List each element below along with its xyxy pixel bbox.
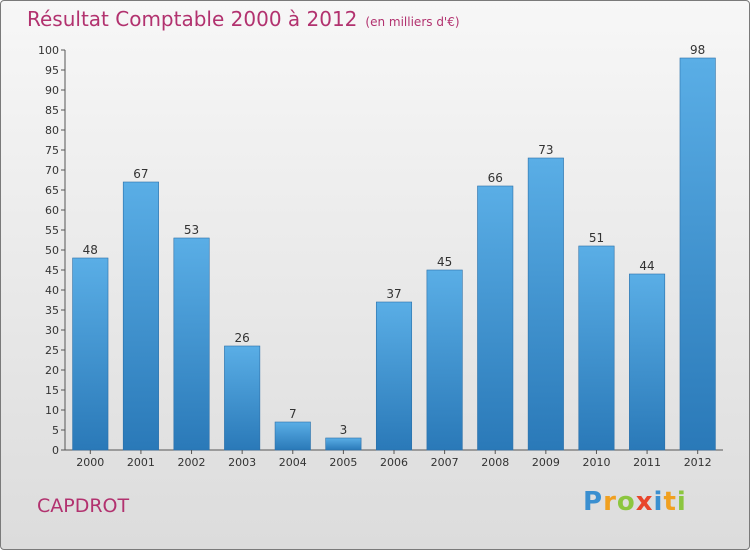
bar bbox=[224, 345, 261, 451]
bar bbox=[679, 57, 716, 451]
y-tick-label: 55 bbox=[45, 224, 59, 237]
logo-letter: i bbox=[653, 487, 664, 517]
bar bbox=[325, 437, 362, 451]
bar bbox=[173, 237, 210, 451]
y-tick-label: 65 bbox=[45, 184, 59, 197]
bar bbox=[578, 245, 615, 451]
bar-value-label: 45 bbox=[437, 255, 452, 269]
logo-letter: o bbox=[616, 487, 636, 517]
y-tick-label: 35 bbox=[45, 304, 59, 317]
x-tick-label: 2000 bbox=[76, 456, 104, 469]
bar-value-label: 26 bbox=[235, 331, 250, 345]
y-tick-label: 5 bbox=[52, 424, 59, 437]
bar-value-label: 37 bbox=[386, 287, 401, 301]
x-tick-label: 2004 bbox=[279, 456, 307, 469]
x-tick-label: 2003 bbox=[228, 456, 256, 469]
x-tick-label: 2007 bbox=[431, 456, 459, 469]
proxiti-logo: Proxiti bbox=[583, 487, 687, 517]
logo-letter: P bbox=[583, 487, 604, 517]
logo-letter: x bbox=[635, 487, 654, 517]
bar-value-label: 66 bbox=[488, 171, 503, 185]
commune-name: CAPDROT bbox=[37, 495, 130, 517]
y-tick-label: 30 bbox=[45, 324, 59, 337]
chart-subtitle: (en milliers d'€) bbox=[365, 15, 460, 29]
y-tick-label: 95 bbox=[45, 64, 59, 77]
bar-value-label: 67 bbox=[133, 167, 148, 181]
logo-letter: r bbox=[603, 487, 617, 517]
bar bbox=[274, 421, 311, 451]
y-tick-label: 80 bbox=[45, 124, 59, 137]
chart-title-text: Résultat Comptable 2000 à 2012 bbox=[27, 7, 358, 31]
bar bbox=[477, 185, 514, 451]
logo-letter: i bbox=[676, 487, 687, 517]
logo-letter: t bbox=[663, 487, 677, 517]
y-tick-label: 50 bbox=[45, 244, 59, 257]
bar bbox=[72, 257, 109, 451]
x-tick-label: 2010 bbox=[582, 456, 610, 469]
y-tick-label: 10 bbox=[45, 404, 59, 417]
bar bbox=[426, 269, 463, 451]
y-tick-label: 45 bbox=[45, 264, 59, 277]
bar-value-label: 48 bbox=[83, 243, 98, 257]
y-tick-label: 75 bbox=[45, 144, 59, 157]
y-tick-label: 15 bbox=[45, 384, 59, 397]
y-tick-label: 60 bbox=[45, 204, 59, 217]
x-tick-label: 2001 bbox=[127, 456, 155, 469]
chart-title: Résultat Comptable 2000 à 2012 (en millie… bbox=[27, 7, 460, 31]
bar-value-label: 7 bbox=[289, 407, 297, 421]
y-tick-label: 40 bbox=[45, 284, 59, 297]
bar-value-label: 44 bbox=[639, 259, 654, 273]
bar bbox=[375, 301, 413, 451]
bar-value-label: 73 bbox=[538, 143, 553, 157]
bar-value-label: 3 bbox=[340, 423, 348, 437]
bar-value-label: 53 bbox=[184, 223, 199, 237]
y-tick-label: 20 bbox=[45, 364, 59, 377]
y-tick-label: 25 bbox=[45, 344, 59, 357]
y-tick-label: 70 bbox=[45, 164, 59, 177]
bar-value-label: 98 bbox=[690, 43, 705, 57]
x-tick-label: 2009 bbox=[532, 456, 560, 469]
x-tick-label: 2006 bbox=[380, 456, 408, 469]
bar bbox=[122, 181, 159, 451]
x-tick-label: 2011 bbox=[633, 456, 661, 469]
y-tick-label: 85 bbox=[45, 104, 59, 117]
x-tick-label: 2002 bbox=[178, 456, 206, 469]
x-tick-label: 2005 bbox=[329, 456, 357, 469]
y-tick-label: 0 bbox=[52, 444, 59, 457]
bar bbox=[629, 273, 666, 451]
x-tick-label: 2012 bbox=[684, 456, 712, 469]
y-tick-label: 100 bbox=[38, 44, 59, 57]
x-tick-label: 2008 bbox=[481, 456, 509, 469]
bar bbox=[527, 157, 564, 451]
bar-value-label: 51 bbox=[589, 231, 604, 245]
y-tick-label: 90 bbox=[45, 84, 59, 97]
